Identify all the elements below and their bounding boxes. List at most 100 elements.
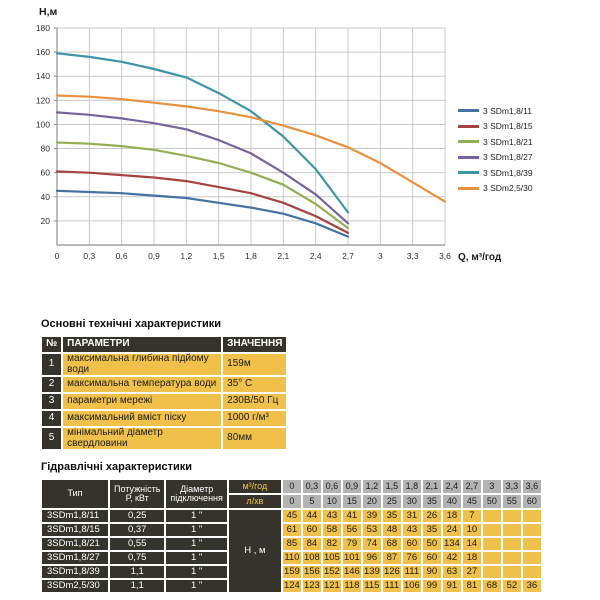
head-value bbox=[522, 566, 541, 578]
head-value bbox=[522, 538, 541, 550]
flow-m3-value: 2,7 bbox=[462, 480, 481, 493]
y-tick-label: 160 bbox=[36, 47, 50, 57]
spec-num: 3 bbox=[42, 394, 62, 409]
flow-m3-value: 0 bbox=[282, 480, 301, 493]
head-value bbox=[502, 566, 521, 578]
legend-swatch bbox=[458, 155, 479, 159]
head-value: 10 bbox=[462, 524, 481, 536]
pump-power: 1,1 bbox=[110, 566, 165, 578]
head-value: 99 bbox=[422, 580, 441, 592]
pump-diameter: 1 " bbox=[166, 566, 227, 578]
flow-m3-value: 1,5 bbox=[382, 480, 401, 493]
spec-param: максимальний вміст піску bbox=[63, 411, 222, 426]
flow-m3-value: 3,3 bbox=[502, 480, 521, 493]
pump-power: 0,25 bbox=[110, 510, 165, 522]
col-diam: Діаметр підключення bbox=[166, 480, 227, 508]
head-value: 48 bbox=[382, 524, 401, 536]
head-value bbox=[522, 552, 541, 564]
head-value: 68 bbox=[482, 580, 501, 592]
flow-l-value: 5 bbox=[302, 495, 321, 508]
legend-item: 3 SDm1,8/11 bbox=[458, 103, 533, 119]
legend-swatch bbox=[458, 140, 479, 144]
legend-label: 3 SDm1,8/39 bbox=[483, 167, 533, 178]
head-value: 87 bbox=[382, 552, 401, 564]
col-flow-l: л/хв bbox=[228, 495, 281, 508]
hyd-row: 3SDm1,8/15 0,37 1 " 61 60 58 56 53 48 43 35 24 10 bbox=[42, 524, 541, 536]
head-value: 108 bbox=[302, 552, 321, 564]
head-value: 45 bbox=[282, 510, 301, 522]
spec-row: 3 параметри мережі 230В/50 Гц bbox=[42, 394, 287, 409]
head-value: 118 bbox=[342, 580, 361, 592]
head-value: 60 bbox=[302, 524, 321, 536]
flow-l-value: 50 bbox=[482, 495, 501, 508]
head-value bbox=[482, 510, 501, 522]
flow-l-value: 55 bbox=[502, 495, 521, 508]
head-value bbox=[482, 524, 501, 536]
head-value: 121 bbox=[322, 580, 341, 592]
pump-diameter: 1 " bbox=[166, 524, 227, 536]
head-value: 42 bbox=[442, 552, 461, 564]
specs-col-param: ПАРАМЕТРИ bbox=[63, 337, 222, 352]
y-tick-label: 100 bbox=[36, 119, 50, 129]
hyd-header-row-2: л/хв 0 5 10 15 20 25 30 35 40 45 50 55 60 bbox=[42, 495, 541, 508]
pump-diameter: 1 " bbox=[166, 538, 227, 550]
head-value: 81 bbox=[462, 580, 481, 592]
series-3-SDm1-8-21 bbox=[55, 141, 350, 230]
head-value: 115 bbox=[362, 580, 381, 592]
hyd-row: 3SDm1,8/39 1,1 1 " 159 156 152 146 139 126 111 90 6… bbox=[42, 566, 541, 578]
flow-l-value: 30 bbox=[402, 495, 421, 508]
legend-label: 3 SDm2,5/30 bbox=[483, 183, 533, 194]
pump-power: 0,55 bbox=[110, 538, 165, 550]
legend-swatch bbox=[458, 124, 479, 128]
flow-l-value: 0 bbox=[282, 495, 301, 508]
spec-num: 2 bbox=[42, 377, 62, 392]
series-3-SDm2-5-30 bbox=[55, 94, 447, 203]
col-power: Потужність Р, кВт bbox=[110, 480, 165, 508]
y-tick-label: 40 bbox=[41, 192, 51, 202]
flow-m3-value: 3,6 bbox=[522, 480, 541, 493]
head-value: 24 bbox=[442, 524, 461, 536]
head-value: 152 bbox=[322, 566, 341, 578]
spec-value: 80мм bbox=[223, 428, 287, 449]
y-tick-label: 60 bbox=[41, 168, 51, 178]
pump-performance-chart: 20 40 60 80 100 120 140 160 180 0 0,3 0,6 0,9 1,2 1,5 1… bbox=[36, 6, 533, 263]
head-value: 27 bbox=[462, 566, 481, 578]
head-value: 156 bbox=[302, 566, 321, 578]
x-tick-label: 0,9 bbox=[148, 251, 160, 261]
y-tick-label: 80 bbox=[41, 144, 51, 154]
head-value: 58 bbox=[322, 524, 341, 536]
x-tick-label: 3,6 bbox=[439, 251, 451, 261]
pump-power: 1,1 bbox=[110, 580, 165, 592]
y-tick-label: 180 bbox=[36, 23, 50, 33]
head-value: 139 bbox=[362, 566, 381, 578]
hyd-row: 3SDm2,5/30 1,1 1 " 124 123 121 118 115 111 106 99 9… bbox=[42, 580, 541, 592]
x-tick-label: 1,5 bbox=[213, 251, 225, 261]
series-3-SDm1-8-27 bbox=[55, 111, 350, 225]
head-value: 159 bbox=[282, 566, 301, 578]
flow-m3-value: 2,4 bbox=[442, 480, 461, 493]
legend-label: 3 SDm1,8/11 bbox=[483, 105, 532, 116]
head-value: 96 bbox=[362, 552, 381, 564]
head-value: 101 bbox=[342, 552, 361, 564]
x-tick-label: 0 bbox=[55, 251, 60, 261]
spec-num: 4 bbox=[42, 411, 62, 426]
flow-m3-value: 1,8 bbox=[402, 480, 421, 493]
head-value: 53 bbox=[362, 524, 381, 536]
flow-l-value: 20 bbox=[362, 495, 381, 508]
spec-num: 5 bbox=[42, 428, 62, 449]
head-value bbox=[502, 538, 521, 550]
legend-label: 3 SDm1,8/15 bbox=[483, 121, 533, 132]
flow-m3-value: 1,2 bbox=[362, 480, 381, 493]
x-tick-label: 1,2 bbox=[180, 251, 192, 261]
head-value bbox=[482, 538, 501, 550]
head-value: 56 bbox=[342, 524, 361, 536]
y-axis-title: Н,м bbox=[39, 6, 58, 18]
head-value: 50 bbox=[422, 538, 441, 550]
hyd-header-row-1: Тип Потужність Р, кВт Діаметр підключення м… bbox=[42, 480, 541, 508]
legend-item: 3 SDm2,5/30 bbox=[458, 181, 533, 197]
flow-m3-value: 0,6 bbox=[322, 480, 341, 493]
specs-col-value: ЗНАЧЕННЯ bbox=[223, 337, 287, 352]
y-tick-label: 140 bbox=[36, 71, 50, 81]
head-value: 61 bbox=[282, 524, 301, 536]
head-value: 60 bbox=[422, 552, 441, 564]
